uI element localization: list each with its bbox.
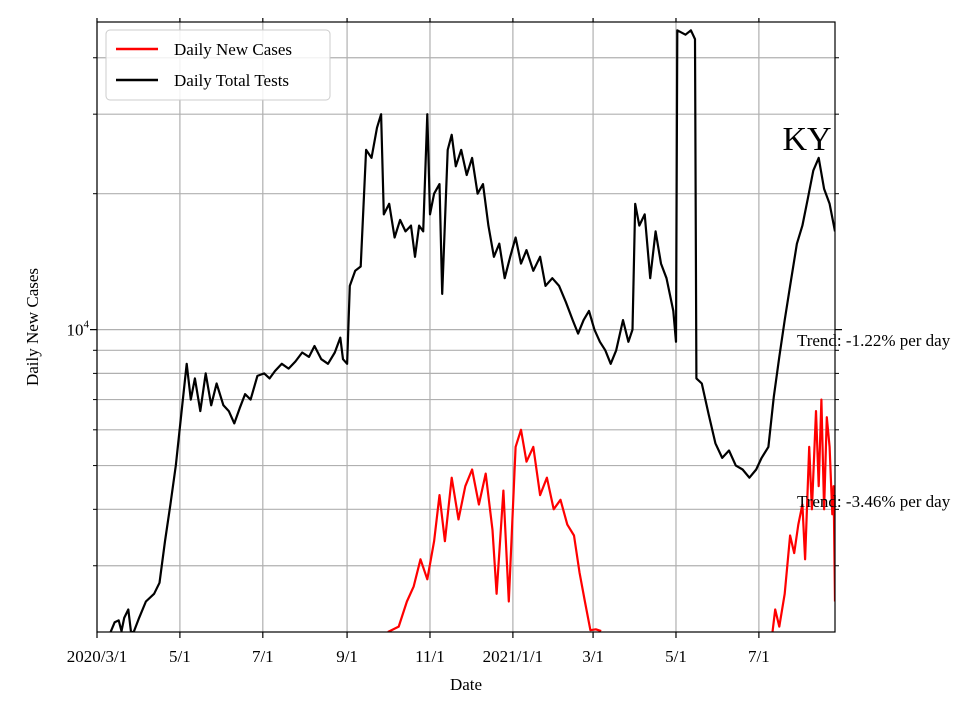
x-axis-label: Date bbox=[450, 675, 482, 694]
x-tick-label: 3/1 bbox=[582, 647, 604, 666]
state-label: KY bbox=[782, 121, 831, 158]
x-tick-label: 11/1 bbox=[415, 647, 445, 666]
y-axis-label: Daily New Cases bbox=[23, 268, 42, 386]
legend-label-total-tests: Daily Total Tests bbox=[174, 71, 289, 90]
series-line-1 bbox=[771, 398, 835, 632]
axis-ticks: 2020/3/1 5/1 7/1 9/1 11/1 2021/1/1 3/1 5/1 7/1 bbox=[67, 18, 842, 666]
series-line-2 bbox=[109, 29, 835, 632]
y-tick-label-base: 10 bbox=[67, 321, 84, 340]
plot-frame bbox=[96, 21, 836, 633]
x-tick-label: 7/1 bbox=[748, 647, 770, 666]
legend: Daily New Cases Daily Total Tests bbox=[105, 29, 331, 101]
y-tick-label-exponent: 4 bbox=[84, 319, 90, 331]
x-tick-label: 2021/1/1 bbox=[483, 647, 543, 666]
legend-box bbox=[105, 29, 331, 101]
x-tick-label: 2020/3/1 bbox=[67, 647, 127, 666]
x-tick-label: 9/1 bbox=[336, 647, 358, 666]
legend-label-new-cases: Daily New Cases bbox=[174, 40, 292, 59]
x-tick-label: 5/1 bbox=[169, 647, 191, 666]
x-tick-label: 7/1 bbox=[252, 647, 274, 666]
annotations: Trend: -1.22% per day Trend: -3.46% per d… bbox=[797, 331, 951, 511]
trend-annotation: Trend: -3.46% per day bbox=[797, 492, 951, 511]
y-tick-label-major: 104 bbox=[67, 319, 90, 340]
series-line-0 bbox=[387, 428, 602, 632]
series-group bbox=[109, 29, 835, 632]
trend-annotation: Trend: -1.22% per day bbox=[797, 331, 951, 350]
x-tick-label: 5/1 bbox=[665, 647, 687, 666]
